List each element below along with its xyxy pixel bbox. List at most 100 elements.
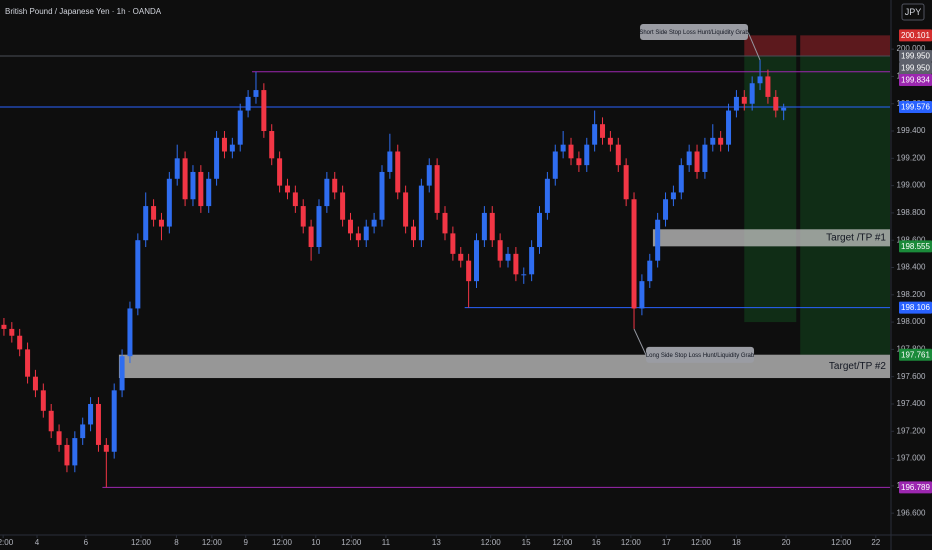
y-tick-label: 198.200 (897, 290, 926, 299)
stop-zone (744, 35, 797, 56)
currency-box[interactable] (901, 3, 925, 21)
y-tick-label: 200.000 (897, 44, 926, 53)
candle-body (316, 206, 322, 248)
candle-body (25, 349, 31, 377)
candle-body (655, 219, 661, 261)
candle-body (426, 165, 432, 186)
price-tag-label: 199.834 (901, 76, 930, 85)
candle-body (670, 192, 676, 200)
callout-box (640, 24, 749, 41)
price-tag (899, 29, 932, 42)
x-tick-label: 12:00 (131, 538, 152, 547)
x-tick-label: 12:00 (272, 538, 293, 547)
candle-body (253, 90, 259, 97)
candle-body (568, 144, 574, 159)
candle-body (584, 144, 590, 166)
candle-body (308, 226, 314, 248)
candle-body (17, 335, 23, 350)
candle-body (418, 185, 424, 241)
candle-body (560, 144, 566, 152)
x-tick-label: 10 (311, 538, 320, 547)
candle-body (347, 219, 353, 234)
candle-body (639, 281, 645, 309)
candle-body (757, 76, 763, 84)
y-tick-label: 199.200 (897, 153, 926, 162)
candle-body (481, 212, 487, 241)
candle-body (741, 96, 747, 104)
candle-body (647, 260, 653, 282)
candle-body (544, 178, 550, 213)
candle-body (198, 171, 204, 207)
candle-body (182, 158, 188, 200)
callout-pointer (633, 328, 647, 356)
x-tick-label: 12:00 (691, 538, 712, 547)
candle-body (529, 247, 535, 275)
stop-zone (800, 35, 890, 56)
candle-body (576, 158, 582, 166)
x-tick-label: 9 (244, 538, 249, 547)
price-tag-label: 197.761 (901, 350, 930, 359)
x-tick-label: 16 (592, 538, 601, 547)
candle-body (623, 165, 629, 200)
candle-body (300, 206, 306, 227)
candle-body (9, 328, 15, 336)
candle-body (379, 171, 385, 220)
candle-body (615, 144, 621, 166)
candle-body (221, 137, 227, 152)
candle-body (32, 376, 38, 391)
candle-body (387, 151, 393, 172)
candle-body (749, 83, 755, 104)
candle-body (127, 308, 133, 357)
candle-body (410, 226, 416, 241)
price-tag-label: 199.950 (901, 64, 930, 73)
candle-body (190, 171, 196, 200)
y-tick-label: 197.200 (897, 426, 926, 435)
x-tick-label: 12:00 (552, 538, 573, 547)
y-tick-label: 198.400 (897, 263, 926, 272)
candle-body (166, 178, 172, 227)
candle-body (292, 192, 298, 207)
x-tick-label: 12:00 (831, 538, 852, 547)
x-tick-label: 12:00 (481, 538, 502, 547)
price-tag (899, 73, 932, 86)
candle-body (80, 424, 86, 439)
candle-body (773, 96, 779, 111)
candle-body (450, 233, 456, 254)
target-box (118, 354, 891, 379)
candle-body (702, 144, 708, 172)
candle-body (395, 151, 401, 193)
candle-body (521, 274, 527, 276)
candle-body (726, 110, 732, 145)
x-tick-label: 22 (871, 538, 880, 547)
candle-body (678, 165, 684, 193)
candle-body (103, 444, 109, 452)
price-tag (899, 61, 932, 74)
candle-body (474, 240, 480, 282)
candle-body (733, 96, 739, 111)
candle-body (135, 240, 141, 309)
candle-body (592, 124, 598, 145)
chart-title: British Pound / Japanese Yen · 1h · OAND… (5, 7, 162, 16)
candle-body (40, 390, 46, 411)
candle-body (600, 124, 606, 138)
candle-body (95, 403, 101, 445)
x-tick-label: 18 (732, 538, 741, 547)
candle-body (607, 137, 613, 145)
candle-body (489, 212, 495, 241)
candle-body (174, 158, 180, 179)
price-tag-label: 199.950 (901, 52, 930, 61)
candle-body (206, 178, 212, 207)
callout-box (646, 346, 755, 363)
currency[interactable]: JPY (905, 7, 922, 17)
y-tick-label: 198.600 (897, 235, 926, 244)
y-tick-label: 196.600 (897, 508, 926, 517)
candle-body (284, 185, 290, 193)
candle-body (277, 158, 283, 186)
candle-body (466, 260, 472, 282)
price-tag-label: 196.789 (901, 483, 930, 492)
candle-body (214, 137, 220, 179)
x-tick-label: 6 (84, 538, 89, 547)
